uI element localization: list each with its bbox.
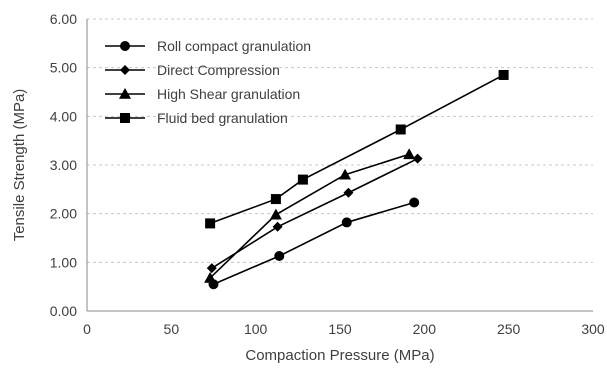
legend-marker bbox=[119, 88, 131, 99]
x-tick-label: 300 bbox=[581, 321, 605, 337]
series-line bbox=[209, 153, 410, 279]
gridlines bbox=[87, 18, 593, 263]
y-tick-label: 2.00 bbox=[50, 206, 77, 222]
series-square bbox=[205, 69, 509, 229]
legend-item: Fluid bed granulation bbox=[105, 110, 288, 126]
data-point bbox=[274, 251, 285, 262]
series-line bbox=[211, 157, 418, 269]
legend-item: High Shear granulation bbox=[105, 86, 300, 102]
y-axis-title: Tensile Strength (MPa) bbox=[11, 89, 28, 242]
legend-label: Roll compact granulation bbox=[157, 38, 311, 54]
y-tick-label: 5.00 bbox=[50, 60, 77, 76]
y-tick-label: 0.00 bbox=[50, 303, 77, 319]
y-tick-label: 1.00 bbox=[50, 254, 77, 270]
x-tick-label: 50 bbox=[164, 321, 180, 337]
legend-marker bbox=[120, 41, 130, 51]
x-tick-label: 150 bbox=[328, 321, 352, 337]
data-point bbox=[272, 221, 283, 232]
data-point bbox=[341, 217, 352, 228]
x-tick-label: 100 bbox=[244, 321, 268, 337]
legend-label: Fluid bed granulation bbox=[157, 110, 288, 126]
data-point bbox=[269, 208, 282, 220]
data-point bbox=[395, 124, 406, 135]
series-triangle bbox=[204, 148, 416, 283]
x-tick-label: 250 bbox=[497, 321, 521, 337]
axes bbox=[86, 19, 593, 312]
legend-item: Roll compact granulation bbox=[105, 38, 311, 54]
tick-labels: 0.00 1.00 2.00 3.00 4.00 5.00 6.00 0 50 100 150 200… bbox=[50, 11, 605, 337]
data-point bbox=[498, 69, 509, 80]
data-point bbox=[343, 187, 354, 198]
legend-label: Direct Compression bbox=[157, 62, 280, 78]
y-tick-label: 3.00 bbox=[50, 157, 77, 173]
series-line bbox=[213, 201, 415, 285]
legend-label: High Shear granulation bbox=[157, 86, 300, 102]
y-tick-label: 6.00 bbox=[50, 11, 77, 27]
x-tick-label: 200 bbox=[413, 321, 437, 337]
legend-marker bbox=[120, 65, 130, 75]
y-tick-label: 4.00 bbox=[50, 108, 77, 124]
data-point bbox=[412, 153, 423, 164]
data-point bbox=[297, 174, 308, 185]
series-diamond bbox=[206, 153, 423, 274]
data-point bbox=[205, 218, 216, 229]
data-point bbox=[409, 197, 420, 208]
series-circle bbox=[208, 197, 420, 290]
data-point bbox=[204, 271, 217, 283]
legend-marker bbox=[120, 113, 130, 123]
legend: Roll compact granulation Direct Compressi… bbox=[105, 38, 311, 126]
data-point bbox=[339, 168, 352, 180]
data-point bbox=[206, 263, 217, 274]
x-axis-title: Compaction Pressure (MPa) bbox=[245, 347, 434, 364]
x-tick-label: 0 bbox=[83, 321, 91, 337]
legend-item: Direct Compression bbox=[105, 62, 280, 78]
data-point bbox=[403, 148, 416, 160]
data-point bbox=[270, 194, 281, 205]
data-series bbox=[204, 69, 509, 290]
